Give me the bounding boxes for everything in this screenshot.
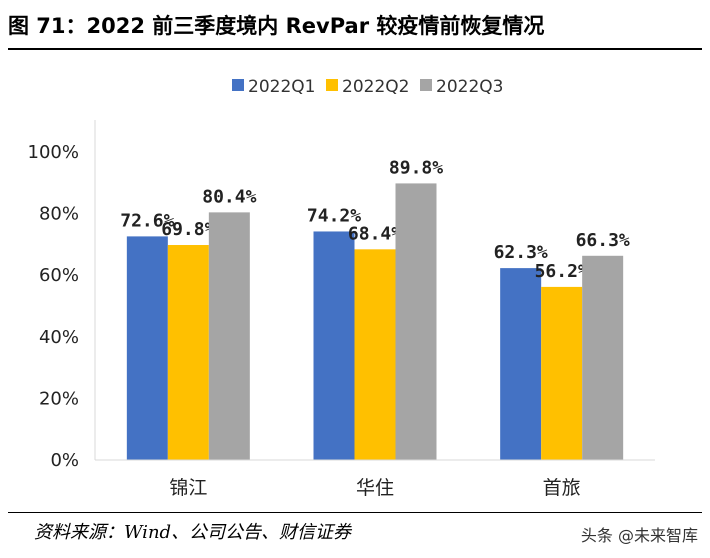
bar-chart: 2022Q1 2022Q2 2022Q3 0% 20% 40% 60% 80% 100% 72… [28, 77, 655, 499]
data-label: 80.4% [202, 186, 256, 207]
bar-2022Q1-2 [500, 268, 542, 460]
y-tick-label: 100% [28, 142, 79, 163]
chart-title: 图 71：2022 前三季度境内 RevPar 较疫情前恢复情况 [8, 14, 545, 38]
y-tick-label: 60% [39, 265, 79, 286]
bar-2022Q3-1 [395, 183, 437, 460]
source-note: 资料来源：Wind、公司公告、财信证券 [34, 522, 352, 543]
legend-label: 2022Q3 [436, 77, 503, 97]
x-tick-label: 锦江 [169, 477, 207, 499]
data-label: 68.4% [348, 223, 402, 244]
y-tick-label: 80% [39, 204, 79, 225]
title-rule [8, 48, 702, 50]
x-tick-label: 首旅 [543, 477, 581, 499]
y-tick-label: 20% [39, 388, 79, 409]
bar-2022Q1-0 [126, 236, 168, 460]
legend-swatch [420, 79, 432, 91]
x-tick-label: 华住 [356, 477, 394, 499]
data-label: 89.8% [389, 157, 443, 178]
bar-2022Q1-1 [313, 231, 355, 460]
y-tick-label: 40% [39, 327, 79, 348]
legend-label: 2022Q1 [248, 77, 315, 97]
legend-swatch [232, 79, 244, 91]
bar-2022Q2-2 [541, 286, 583, 460]
data-label: 66.3% [576, 230, 630, 251]
bar-2022Q2-1 [354, 249, 396, 460]
footer-rule [8, 512, 702, 513]
bar-2022Q3-2 [582, 255, 624, 460]
bar-2022Q3-0 [208, 212, 250, 460]
bar-2022Q2-0 [167, 245, 209, 460]
x-axis: 锦江 华住 首旅 [95, 459, 655, 499]
legend-swatch [326, 79, 338, 91]
plot-area: 72.6%69.8% 80.4% 74.2%68.4% 89.8% 62.3%56.2%… [120, 157, 630, 460]
legend-label: 2022Q2 [342, 77, 409, 97]
watermark: 头条 @未来智库 [580, 526, 698, 545]
y-tick-label: 0% [50, 450, 79, 471]
legend: 2022Q1 2022Q2 2022Q3 [232, 77, 503, 97]
data-label: 72.6% [120, 210, 174, 231]
data-label: 69.8% [161, 219, 215, 240]
data-label: 74.2% [307, 205, 361, 226]
data-label: 62.3% [494, 242, 548, 263]
y-axis: 0% 20% 40% 60% 80% 100% [28, 120, 96, 471]
data-label: 56.2% [535, 261, 589, 282]
